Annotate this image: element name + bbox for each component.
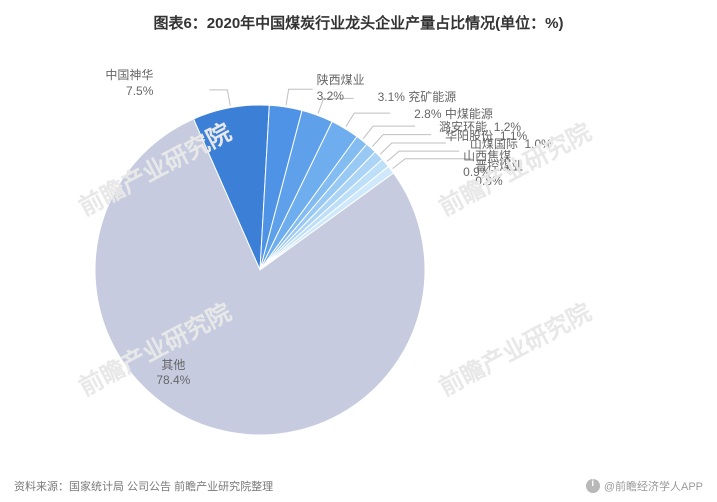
leader-line: [363, 126, 415, 139]
slice-label: 晋控煤业0.8%: [475, 159, 523, 190]
source-footer: 资料来源：国家统计局 公司公告 前瞻产业研究院整理: [14, 478, 273, 494]
leader-line: [286, 89, 313, 105]
leader-line: [209, 90, 230, 106]
credit: @前瞻经济学人APP: [586, 478, 703, 494]
credit-text: @前瞻经济学人APP: [604, 478, 703, 494]
slice-label: 中国神华7.5%: [105, 68, 153, 99]
slice-label: 其他78.4%: [156, 358, 190, 389]
leader-line: [380, 143, 446, 154]
leader-line: [387, 151, 459, 161]
slice-label: 3.1% 兖矿能源: [378, 90, 457, 106]
leader-line: [393, 159, 472, 169]
chart-area: 中国神华7.5%陕西煤业3.2%3.1% 兖矿能源2.8% 中煤能源潞安环能 1…: [0, 40, 717, 470]
chart-title: 图表6：2020年中国煤炭行业龙头企业产量占比情况(单位：%): [0, 12, 717, 33]
info-icon: [586, 479, 600, 493]
leader-line: [372, 135, 431, 147]
pie-chart-svg: [0, 40, 717, 470]
leader-line: [346, 113, 390, 127]
slice-label: 陕西煤业3.2%: [317, 73, 365, 104]
